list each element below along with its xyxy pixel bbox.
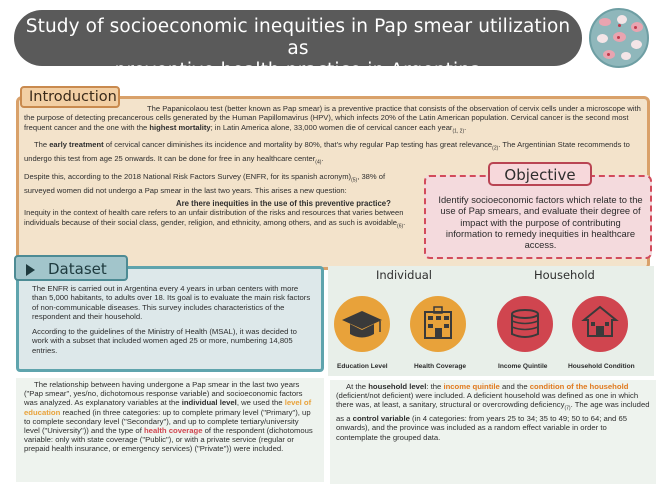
introduction-heading: Introduction — [20, 86, 120, 108]
income-quintile-label: Income Quintile — [498, 363, 548, 370]
individual-methods-text: The relationship between having undergon… — [16, 378, 324, 482]
title-line-2: preventive health practice in Argentina — [114, 60, 482, 81]
house-condition-icon — [572, 296, 628, 352]
household-condition-label: Household Condition — [568, 363, 635, 370]
dataset-text: The ENFR is carried out in Argentina eve… — [32, 284, 314, 361]
title-line-1: Study of socioeconomic inequities in Pap… — [25, 16, 571, 59]
coin-stack-icon — [497, 296, 553, 352]
household-header: Household — [534, 268, 595, 282]
dataset-heading: Dataset — [14, 255, 128, 281]
household-methods-text: At the household level: the income quint… — [330, 380, 656, 484]
hospital-icon — [410, 296, 466, 352]
graduation-cap-icon — [334, 296, 390, 352]
research-question: Are there inequities in the use of this … — [176, 199, 391, 209]
introduction-text: The Papanicolaou test (better known as P… — [24, 104, 644, 236]
dataset-panel — [16, 266, 324, 372]
dataset-paragraph-1: The ENFR is carried out in Argentina eve… — [32, 284, 311, 321]
individual-header: Individual — [376, 268, 433, 282]
objective-text: Identify socioeconomic factors which rel… — [438, 194, 643, 251]
objective-heading: Objective — [488, 162, 592, 186]
health-coverage-label: Health Coverage — [414, 363, 467, 370]
dataset-paragraph-2: According to the guidelines of the Minis… — [32, 327, 297, 355]
poster-title: Study of socioeconomic inequities in Pap… — [14, 10, 582, 81]
education-level-label: Education Level — [337, 363, 388, 370]
logo-cells-icon — [589, 8, 649, 68]
